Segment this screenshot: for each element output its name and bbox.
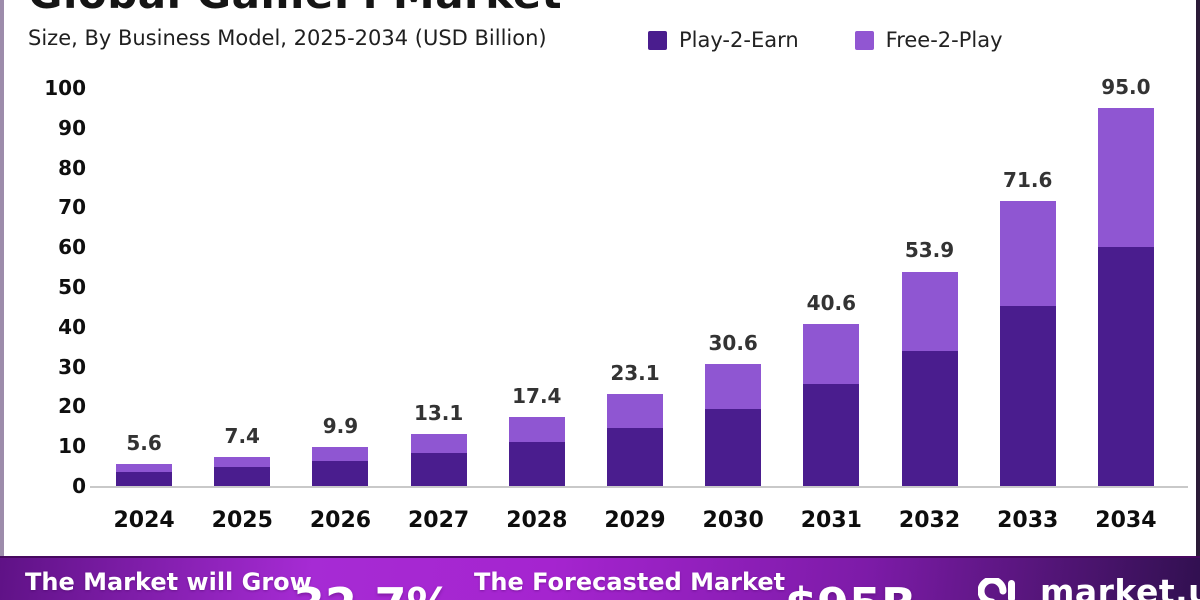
bar-segment-free-2-play: [214, 456, 271, 468]
legend-label: Play-2-Earn: [679, 28, 799, 52]
bar-segment-free-2-play: [803, 324, 860, 384]
bar-segment-play-2-earn: [508, 442, 565, 486]
bar-total-label: 95.0: [1101, 74, 1151, 99]
bar-segment-free-2-play: [901, 271, 958, 351]
legend: Play-2-Earn Free-2-Play: [648, 28, 1003, 52]
footer-banner: The Market will Grow 32.7% The Forecaste…: [0, 556, 1200, 600]
y-tick-label: 10: [58, 434, 86, 459]
bar-segment-play-2-earn: [901, 350, 958, 486]
bar-segment-play-2-earn: [803, 383, 860, 486]
x-tick-label: 2031: [800, 508, 862, 533]
bar-segment-free-2-play: [999, 201, 1056, 307]
x-tick-label: 2033: [997, 508, 1059, 533]
y-tick-label: 20: [58, 394, 86, 419]
footer-growth-value: 32.7%: [293, 578, 453, 600]
y-tick-label: 80: [58, 155, 86, 180]
bar-total-label: 23.1: [610, 361, 660, 386]
bar-segment-play-2-earn: [1097, 247, 1154, 486]
bar-total-label: 7.4: [224, 423, 260, 448]
legend-swatch-icon: [648, 30, 667, 50]
bar-total-label: 71.6: [1003, 168, 1053, 193]
y-axis: 0 10 20 30 40 50 60 70 80 90 100: [0, 0, 86, 600]
x-tick-label: 2029: [604, 508, 666, 533]
page-title: Global GameFi Market: [28, 0, 788, 14]
legend-label: Free-2-Play: [885, 28, 1003, 52]
bar-segment-free-2-play: [116, 463, 173, 473]
bar-total-label: 13.1: [413, 400, 464, 425]
x-tick-label: 2024: [113, 508, 175, 533]
bar-segment-play-2-earn: [312, 461, 369, 486]
bar-segment-play-2-earn: [999, 306, 1056, 486]
bar-segment-free-2-play: [508, 416, 565, 443]
legend-item-0: Play-2-Earn: [648, 28, 799, 52]
page-border-right: [1196, 0, 1200, 556]
legend-swatch-icon: [854, 30, 874, 50]
bar-segment-free-2-play: [705, 364, 762, 409]
y-tick-label: 60: [58, 235, 86, 260]
bar-segment-play-2-earn: [116, 472, 173, 486]
footer-forecast-label: The Forecasted Market: [474, 568, 786, 596]
x-tick-label: 2026: [309, 508, 372, 533]
bar-total-label: 30.6: [708, 331, 758, 356]
bar-segment-play-2-earn: [607, 427, 663, 486]
y-tick-label: 70: [58, 195, 86, 220]
bar-segment-play-2-earn: [410, 453, 467, 486]
bar-segment-free-2-play: [607, 394, 663, 428]
bar-segment-free-2-play: [312, 446, 369, 462]
bar-total-label: 9.9: [322, 413, 359, 438]
brand-name: market.us: [1040, 572, 1200, 600]
x-tick-label: 2030: [702, 508, 764, 533]
bar-segment-play-2-earn: [214, 467, 271, 486]
market-us-logo-icon: [977, 576, 1030, 600]
plot-area: 5.6 7.4 9.9 13.1 17.4 23.1 30.6 40.6 53.9 71.6 95.…: [95, 75, 1175, 486]
y-tick-label: 30: [58, 354, 86, 379]
x-tick-label: 2034: [1095, 508, 1157, 533]
x-tick-label: 2027: [408, 508, 470, 533]
bar-segment-free-2-play: [1097, 107, 1154, 248]
page-border-left: [0, 0, 4, 556]
chart-title-clip: Global GameFi Market: [28, 0, 788, 14]
footer-growth-label: The Market will Grow: [25, 568, 312, 596]
x-axis-line: [90, 486, 1188, 488]
bar-segment-free-2-play: [410, 433, 467, 454]
y-tick-label: 50: [58, 275, 86, 299]
y-tick-label: 90: [58, 115, 86, 140]
y-tick-label: 40: [58, 314, 86, 339]
x-tick-label: 2028: [506, 508, 568, 533]
y-tick-label: 0: [72, 474, 86, 498]
x-tick-label: 2025: [211, 508, 273, 533]
bar-total-label: 53.9: [904, 238, 955, 263]
bar-total-label: 5.6: [126, 430, 162, 455]
brand-logo: market.us: [977, 572, 1200, 600]
x-tick-label: 2032: [898, 508, 961, 533]
y-tick-label: 100: [44, 76, 86, 100]
footer-forecast-value: $95B: [785, 578, 916, 600]
chart-subtitle: Size, By Business Model, 2025-2034 (USD …: [28, 26, 547, 50]
bar-total-label: 17.4: [512, 383, 562, 408]
bar-segment-play-2-earn: [705, 408, 762, 486]
bar-total-label: 40.6: [806, 291, 857, 316]
legend-item-1: Free-2-Play: [854, 28, 1003, 52]
